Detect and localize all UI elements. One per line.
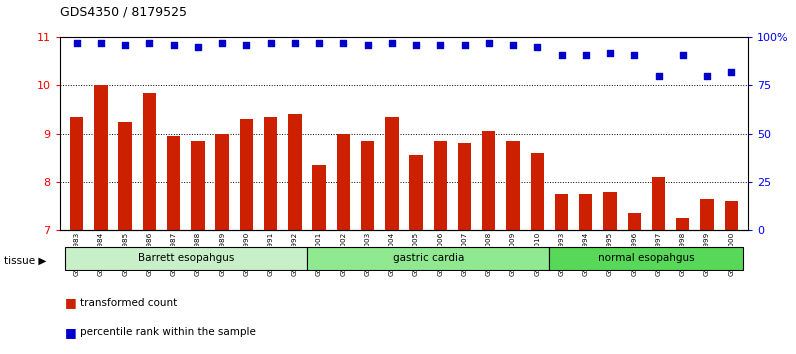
Bar (94, 85, 107, 230)
Text: ■: ■ (65, 296, 77, 309)
Bar (191, 141, 205, 230)
Bar (409, 155, 423, 230)
Bar (676, 218, 689, 230)
Bar (361, 141, 374, 230)
Bar (240, 119, 253, 230)
Bar (700, 199, 714, 230)
Text: tissue ▶: tissue ▶ (4, 256, 46, 266)
Bar (64, 247, 307, 270)
Point (167, 42, 180, 48)
Point (700, 73, 713, 79)
Bar (216, 134, 228, 230)
Point (264, 40, 277, 46)
Point (288, 40, 301, 46)
Point (95, 40, 107, 46)
Text: transformed count: transformed count (80, 298, 177, 308)
Text: normal esopahgus: normal esopahgus (598, 253, 695, 263)
Bar (555, 194, 568, 230)
Point (531, 44, 544, 50)
Bar (531, 153, 544, 230)
Bar (288, 114, 302, 230)
Text: percentile rank within the sample: percentile rank within the sample (80, 327, 256, 337)
Bar (482, 131, 495, 230)
Point (216, 40, 228, 46)
Bar (119, 121, 132, 230)
Point (240, 42, 253, 48)
Bar (70, 117, 84, 230)
Point (555, 52, 568, 57)
Bar (549, 247, 743, 270)
Point (458, 42, 471, 48)
Point (482, 40, 495, 46)
Point (628, 52, 641, 57)
Text: gastric cardia: gastric cardia (392, 253, 464, 263)
Bar (506, 141, 520, 230)
Bar (579, 194, 592, 230)
Point (434, 42, 447, 48)
Bar (724, 201, 738, 230)
Point (361, 42, 374, 48)
Bar (264, 117, 277, 230)
Text: GDS4350 / 8179525: GDS4350 / 8179525 (60, 5, 187, 18)
Point (677, 52, 689, 57)
Point (725, 69, 738, 75)
Bar (385, 117, 399, 230)
Bar (434, 141, 447, 230)
Point (337, 40, 349, 46)
Bar (167, 136, 181, 230)
Bar (627, 213, 641, 230)
Point (70, 40, 83, 46)
Point (652, 73, 665, 79)
Point (192, 44, 205, 50)
Point (579, 52, 592, 57)
Bar (142, 93, 156, 230)
Bar (603, 192, 617, 230)
Bar (337, 134, 350, 230)
Text: ■: ■ (65, 326, 77, 338)
Bar (458, 143, 471, 230)
Point (507, 42, 520, 48)
Bar (313, 165, 326, 230)
Text: Barrett esopahgus: Barrett esopahgus (138, 253, 234, 263)
Bar (307, 247, 549, 270)
Point (313, 40, 326, 46)
Point (603, 50, 616, 56)
Point (143, 40, 156, 46)
Bar (652, 177, 665, 230)
Point (410, 42, 423, 48)
Point (385, 40, 398, 46)
Point (119, 42, 131, 48)
